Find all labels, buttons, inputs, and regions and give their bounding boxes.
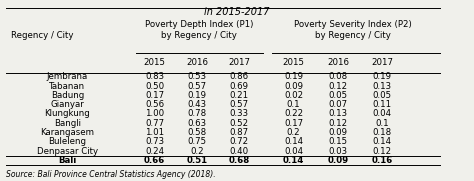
Text: 0.2: 0.2 bbox=[190, 146, 204, 155]
Text: Karangasem: Karangasem bbox=[40, 128, 94, 137]
Text: Tabanan: Tabanan bbox=[49, 82, 85, 91]
Text: Badung: Badung bbox=[51, 91, 84, 100]
Text: 0.13: 0.13 bbox=[329, 110, 348, 118]
Text: Source: Bali Province Central Statistics Agency (2018).: Source: Bali Province Central Statistics… bbox=[6, 170, 216, 179]
Text: 0.11: 0.11 bbox=[373, 100, 392, 109]
Text: 0.14: 0.14 bbox=[373, 137, 392, 146]
Text: Bali: Bali bbox=[58, 156, 76, 165]
Text: 0.57: 0.57 bbox=[230, 100, 249, 109]
Text: 0.77: 0.77 bbox=[145, 119, 164, 128]
Text: Regency / City: Regency / City bbox=[11, 31, 73, 40]
Text: Gianyar: Gianyar bbox=[51, 100, 84, 109]
Text: 0.52: 0.52 bbox=[230, 119, 249, 128]
Text: 0.24: 0.24 bbox=[145, 146, 164, 155]
Text: 0.19: 0.19 bbox=[187, 91, 207, 100]
Text: 2015: 2015 bbox=[144, 58, 165, 67]
Text: 0.56: 0.56 bbox=[145, 100, 164, 109]
Text: 0.83: 0.83 bbox=[145, 72, 164, 81]
Text: 0.33: 0.33 bbox=[230, 110, 249, 118]
Text: 0.07: 0.07 bbox=[329, 100, 348, 109]
Text: 0.17: 0.17 bbox=[145, 91, 164, 100]
Text: 0.19: 0.19 bbox=[284, 72, 303, 81]
Text: 0.86: 0.86 bbox=[230, 72, 249, 81]
Text: 0.04: 0.04 bbox=[284, 146, 303, 155]
Text: 0.68: 0.68 bbox=[229, 156, 250, 165]
Text: 0.02: 0.02 bbox=[284, 91, 303, 100]
Text: 0.05: 0.05 bbox=[373, 91, 392, 100]
Text: 0.19: 0.19 bbox=[373, 72, 392, 81]
Text: 0.09: 0.09 bbox=[329, 128, 348, 137]
Text: 0.73: 0.73 bbox=[145, 137, 164, 146]
Text: 0.78: 0.78 bbox=[187, 110, 207, 118]
Text: Bangli: Bangli bbox=[54, 119, 81, 128]
Text: Denpasar City: Denpasar City bbox=[37, 146, 98, 155]
Text: 0.58: 0.58 bbox=[187, 128, 207, 137]
Text: 0.87: 0.87 bbox=[230, 128, 249, 137]
Text: 2017: 2017 bbox=[228, 58, 250, 67]
Text: 0.40: 0.40 bbox=[230, 146, 249, 155]
Text: 2015: 2015 bbox=[283, 58, 305, 67]
Text: 0.50: 0.50 bbox=[145, 82, 164, 91]
Text: in 2015-2017: in 2015-2017 bbox=[204, 7, 270, 16]
Text: 0.16: 0.16 bbox=[372, 156, 393, 165]
Text: 0.09: 0.09 bbox=[328, 156, 349, 165]
Text: Poverty Severity Index (P2)
by Regency / City: Poverty Severity Index (P2) by Regency /… bbox=[293, 20, 411, 40]
Text: 0.12: 0.12 bbox=[329, 82, 348, 91]
Text: 0.18: 0.18 bbox=[373, 128, 392, 137]
Text: 0.1: 0.1 bbox=[375, 119, 389, 128]
Text: 0.53: 0.53 bbox=[187, 72, 207, 81]
Text: 0.08: 0.08 bbox=[329, 72, 348, 81]
Text: 0.05: 0.05 bbox=[329, 91, 348, 100]
Text: 0.12: 0.12 bbox=[373, 146, 392, 155]
Text: 2017: 2017 bbox=[371, 58, 393, 67]
Text: 0.63: 0.63 bbox=[187, 119, 207, 128]
Text: 1.00: 1.00 bbox=[145, 110, 164, 118]
Text: 0.04: 0.04 bbox=[373, 110, 392, 118]
Text: 0.51: 0.51 bbox=[186, 156, 208, 165]
Text: 0.14: 0.14 bbox=[283, 156, 304, 165]
Text: 2016: 2016 bbox=[328, 58, 349, 67]
Text: Buleleng: Buleleng bbox=[48, 137, 86, 146]
Text: 0.2: 0.2 bbox=[287, 128, 301, 137]
Text: 0.12: 0.12 bbox=[329, 119, 348, 128]
Text: 0.75: 0.75 bbox=[187, 137, 207, 146]
Text: 0.22: 0.22 bbox=[284, 110, 303, 118]
Text: 0.1: 0.1 bbox=[287, 100, 301, 109]
Text: 0.09: 0.09 bbox=[284, 82, 303, 91]
Text: 0.21: 0.21 bbox=[230, 91, 249, 100]
Text: 0.69: 0.69 bbox=[230, 82, 249, 91]
Text: 0.13: 0.13 bbox=[373, 82, 392, 91]
Text: Jembrana: Jembrana bbox=[47, 72, 88, 81]
Text: 0.14: 0.14 bbox=[284, 137, 303, 146]
Text: 2016: 2016 bbox=[186, 58, 208, 67]
Text: Klungkung: Klungkung bbox=[45, 110, 90, 118]
Text: 0.17: 0.17 bbox=[284, 119, 303, 128]
Text: 0.57: 0.57 bbox=[187, 82, 207, 91]
Text: 0.15: 0.15 bbox=[329, 137, 348, 146]
Text: 0.43: 0.43 bbox=[187, 100, 207, 109]
Text: 0.72: 0.72 bbox=[230, 137, 249, 146]
Text: Poverty Depth Index (P1)
by Regency / City: Poverty Depth Index (P1) by Regency / Ci… bbox=[145, 20, 254, 40]
Text: 1.01: 1.01 bbox=[145, 128, 164, 137]
Text: 0.66: 0.66 bbox=[144, 156, 165, 165]
Text: 0.03: 0.03 bbox=[329, 146, 348, 155]
